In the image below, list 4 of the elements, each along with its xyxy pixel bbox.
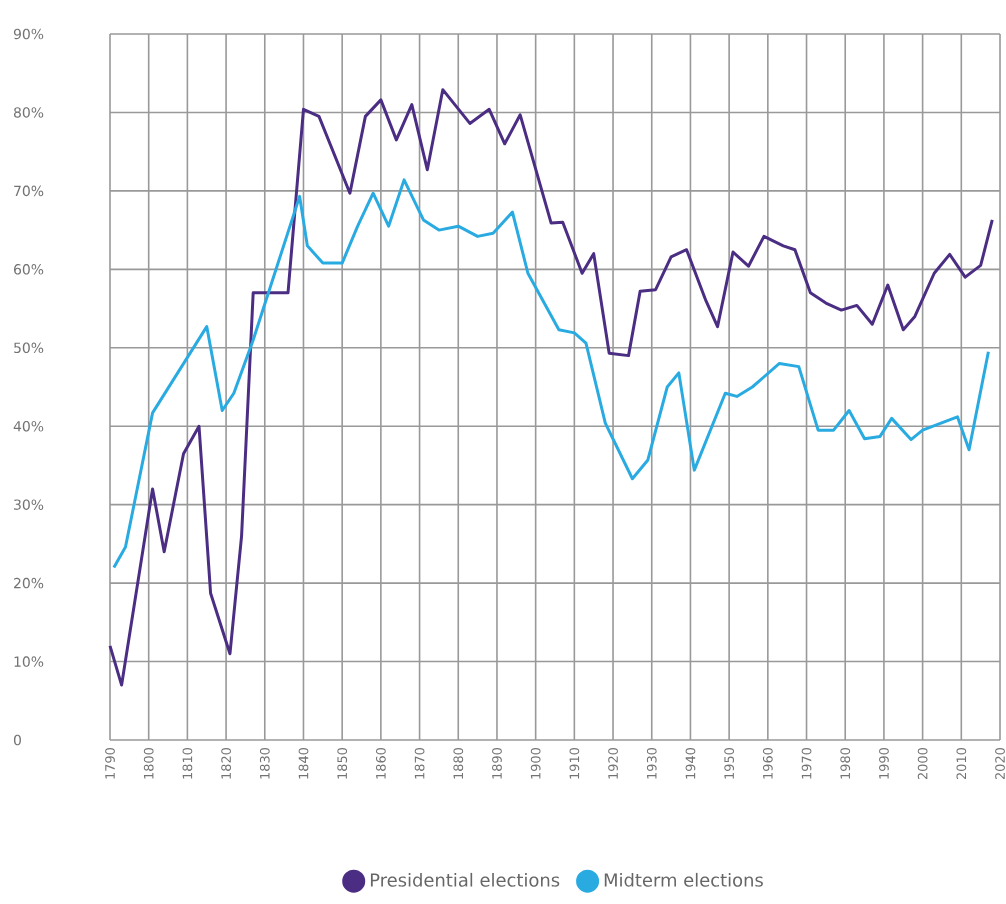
line-series: [112, 178, 990, 569]
legend-label: Presidential elections: [370, 872, 560, 887]
line-series: [108, 88, 994, 687]
legend-label: Midterm elections: [604, 872, 763, 887]
